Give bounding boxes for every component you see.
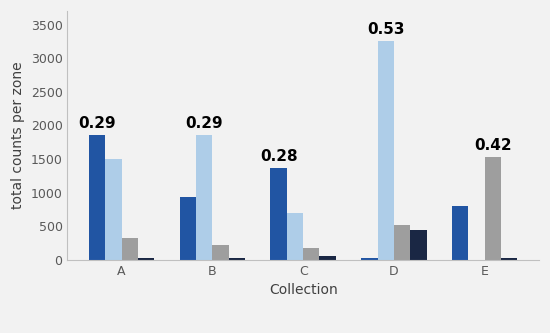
Bar — [196, 136, 212, 260]
Bar — [271, 168, 287, 260]
Bar — [485, 157, 501, 260]
Bar — [361, 258, 378, 260]
Bar — [410, 230, 427, 260]
Bar — [89, 136, 105, 260]
Legend: zone 1, zone 2, zone 3, ground: zone 1, zone 2, zone 3, ground — [163, 331, 443, 333]
Text: 0.29: 0.29 — [185, 117, 223, 132]
Bar — [501, 258, 518, 260]
Text: 0.28: 0.28 — [260, 149, 298, 164]
Text: 0.53: 0.53 — [367, 22, 405, 37]
Bar — [303, 248, 320, 260]
Bar — [378, 41, 394, 260]
Bar — [122, 237, 138, 260]
Bar — [229, 258, 245, 260]
Text: 0.42: 0.42 — [474, 138, 512, 153]
Bar — [320, 256, 336, 260]
Bar — [394, 225, 410, 260]
Y-axis label: total counts per zone: total counts per zone — [11, 62, 25, 209]
Bar — [105, 159, 122, 260]
Bar — [452, 206, 469, 260]
X-axis label: Collection: Collection — [269, 283, 338, 297]
Bar — [287, 213, 303, 260]
Text: 0.29: 0.29 — [78, 117, 116, 132]
Bar — [180, 197, 196, 260]
Bar — [138, 258, 154, 260]
Bar — [212, 245, 229, 260]
